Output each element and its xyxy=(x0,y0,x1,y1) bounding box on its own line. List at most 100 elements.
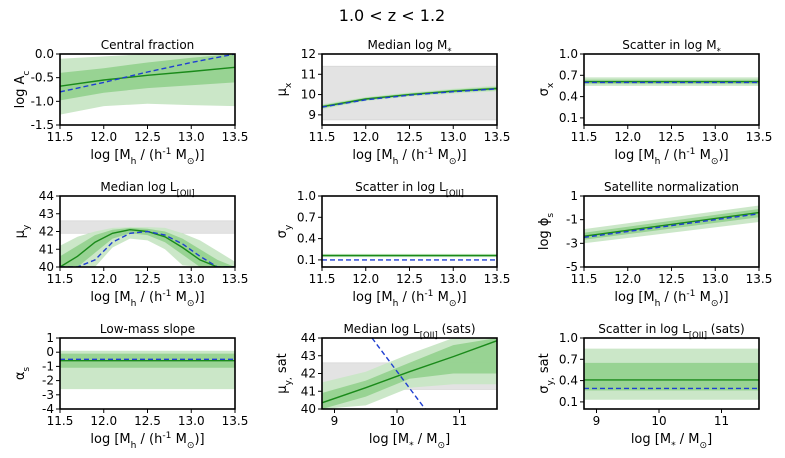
low-mass-slope-ylabel: αs xyxy=(13,367,32,381)
scatter-logmstar-xtick-label: 12.0 xyxy=(614,130,641,144)
median-logloii-sats-xtick-label: 9 xyxy=(331,414,339,428)
scatter-logloii-xlabel: log [Mh / (h-1 M⊙)] xyxy=(352,289,466,309)
panel-satellite-normalization: 11.5 12.0 12.5 13.0 13.5 1 -1 -3 -5 Satellite nor… xyxy=(537,180,772,309)
median-logloii-sats-xlabel: log [M* / M⊙] xyxy=(369,432,450,451)
scatter-logloii-ytick-label: 1.0 xyxy=(297,189,316,203)
satellite-normalization-xlabel: log [Mh / (h-1 M⊙)] xyxy=(614,289,728,309)
median-logloii-sats-ylabel: μy, sat xyxy=(275,353,294,394)
panel-median-logmstar: 11.5 12.0 12.5 13.0 13.5 12 11 10 9 Median log M*… xyxy=(275,38,510,167)
scatter-logmstar-xtick-label: 11.5 xyxy=(571,130,598,144)
scatter-logloii-xtick-label: 13.0 xyxy=(440,272,467,286)
panel-central-fraction: 11.5 12.0 12.5 13.0 13.5 0.0 -0.5 -1.0 -1.5 Centr… xyxy=(13,38,248,167)
scatter-logmstar-ytick-label: 0.7 xyxy=(559,68,578,82)
median-logloii-xtick-label: 11.5 xyxy=(47,272,74,286)
panel-median-logloii-sats: 9 10 11 44 43 42 41 40 Median log L[OII] (sats) l… xyxy=(275,322,498,451)
scatter-logloii-sats-inner-band xyxy=(584,362,759,391)
low-mass-slope-xtick-label: 12.0 xyxy=(90,414,117,428)
median-logloii-xtick-label: 12.0 xyxy=(90,272,117,286)
median-logloii-sats-ytick-label: 41 xyxy=(301,384,316,398)
scatter-logmstar-xtick-label: 12.5 xyxy=(658,130,685,144)
median-logmstar-xtick-label: 13.5 xyxy=(484,130,511,144)
satellite-normalization-ytick-label: -1 xyxy=(566,213,578,227)
scatter-logmstar-ytick-label: 1.0 xyxy=(559,47,578,61)
median-logmstar-title: Median log M* xyxy=(367,38,451,56)
median-logmstar-ytick-label: 9 xyxy=(308,108,316,122)
median-logloii-sats-ytick-label: 43 xyxy=(301,349,316,363)
median-logmstar-ylabel: μx xyxy=(275,82,294,96)
scatter-logloii-xtick-label: 12.5 xyxy=(396,272,423,286)
panel-low-mass-slope: 11.5 12.0 12.5 13.0 13.5 10-1-2-3-4 Low-mass s… xyxy=(13,322,248,451)
central-fraction-xtick-label: 13.5 xyxy=(222,130,249,144)
central-fraction-ytick-label: -1.0 xyxy=(31,94,54,108)
median-logmstar-ytick-label: 12 xyxy=(301,47,316,61)
panel-median-logloii: 11.5 12.0 12.5 13.0 13.5 44 43 42 41 40 Median log… xyxy=(13,180,248,309)
scatter-logmstar-title: Scatter in log M* xyxy=(622,38,721,56)
satellite-normalization-xtick-label: 13.0 xyxy=(702,272,729,286)
scatter-logloii-xtick-label: 12.0 xyxy=(352,272,379,286)
satellite-normalization-xtick-label: 13.5 xyxy=(746,272,773,286)
median-logloii-sats-ytick-label: 44 xyxy=(301,331,316,345)
central-fraction-ylabel: log Ac xyxy=(13,71,32,109)
central-fraction-ytick-label: -1.5 xyxy=(31,118,54,132)
scatter-logmstar-frame xyxy=(583,53,760,126)
satellite-normalization-xtick-label: 12.5 xyxy=(658,272,685,286)
scatter-logloii-ytick-label: 0.1 xyxy=(297,253,316,267)
scatter-logloii-title: Scatter in log L[OII] xyxy=(355,180,464,198)
median-logmstar-xtick-label: 12.5 xyxy=(396,130,423,144)
low-mass-slope-ytick-label: -2 xyxy=(42,374,54,388)
low-mass-slope-xtick-label: 11.5 xyxy=(47,414,74,428)
low-mass-slope-xlabel: log [Mh / (h-1 M⊙)] xyxy=(90,431,204,451)
median-logloii-truth-line xyxy=(60,230,235,267)
low-mass-slope-title: Low-mass slope xyxy=(100,322,195,336)
central-fraction-truth-line xyxy=(60,54,235,93)
median-logmstar-xlabel: log [Mh / (h-1 M⊙)] xyxy=(352,147,466,167)
median-logloii-xtick-label: 13.0 xyxy=(178,272,205,286)
median-logloii-xtick-label: 13.5 xyxy=(222,272,249,286)
scatter-logloii-sats-title: Scatter in log L[OII] (sats) xyxy=(598,322,744,340)
median-logloii-sats-ytick-label: 42 xyxy=(301,367,316,381)
low-mass-slope-xtick-label: 13.5 xyxy=(222,414,249,428)
central-fraction-xtick-label: 11.5 xyxy=(47,130,74,144)
central-fraction-xtick-label: 12.0 xyxy=(90,130,117,144)
scatter-logloii-ytick-label: 0.4 xyxy=(297,232,316,246)
scatter-logloii-sats-ylabel: σy, sat xyxy=(537,353,556,394)
scatter-logloii-sats-ytick-label: 0.1 xyxy=(559,395,578,409)
median-logloii-xlabel: log [Mh / (h-1 M⊙)] xyxy=(90,289,204,309)
scatter-logloii-sats-frame xyxy=(583,337,760,410)
satellite-normalization-ytick-label: 1 xyxy=(570,189,578,203)
median-logloii-sats-xtick-label: 10 xyxy=(389,414,404,428)
central-fraction-title: Central fraction xyxy=(101,38,195,52)
scatter-logloii-sats-xtick-label: 9 xyxy=(593,414,601,428)
low-mass-slope-ytick-label: 1 xyxy=(46,331,54,345)
central-fraction-ytick-label: -0.5 xyxy=(31,71,54,85)
central-fraction-xtick-label: 12.5 xyxy=(134,130,161,144)
low-mass-slope-xtick-label: 12.5 xyxy=(134,414,161,428)
scatter-logmstar-ylabel: σx xyxy=(537,82,556,96)
median-logloii-sats-median-line xyxy=(322,340,497,404)
satellite-normalization-ytick-label: -5 xyxy=(566,260,578,274)
low-mass-slope-ytick-label: 0 xyxy=(46,345,54,359)
median-logmstar-ytick-label: 10 xyxy=(301,88,316,102)
figure-suptitle: 1.0 < z < 1.2 xyxy=(339,6,445,25)
median-logloii-ytick-label: 40 xyxy=(39,260,54,274)
median-logloii-title: Median log L[OII] xyxy=(100,180,194,198)
median-logmstar-ytick-label: 11 xyxy=(301,67,316,81)
central-fraction-xlabel: log [Mh / (h-1 M⊙)] xyxy=(90,147,204,167)
scatter-logloii-sats-xtick-label: 10 xyxy=(651,414,666,428)
low-mass-slope-ytick-label: -3 xyxy=(42,388,54,402)
median-logmstar-xtick-label: 11.5 xyxy=(309,130,336,144)
scatter-logmstar-xtick-label: 13.5 xyxy=(746,130,773,144)
median-logloii-xtick-label: 12.5 xyxy=(134,272,161,286)
satellite-normalization-ylabel: log ϕs xyxy=(537,213,556,251)
scatter-logloii-sats-ytick-label: 1.0 xyxy=(559,331,578,345)
satellite-normalization-title: Satellite normalization xyxy=(604,180,739,194)
median-logloii-ytick-label: 44 xyxy=(39,189,54,203)
median-logmstar-xtick-label: 12.0 xyxy=(352,130,379,144)
median-logloii-ytick-label: 43 xyxy=(39,207,54,221)
median-logloii-sats-ytick-label: 40 xyxy=(301,402,316,416)
scatter-logmstar-xtick-label: 13.0 xyxy=(702,130,729,144)
panel-scatter-logloii: 11.5 12.0 12.5 13.0 13.5 1.0 0.7 0.4 0.1 Scatter … xyxy=(275,180,510,309)
satellite-normalization-truth-line xyxy=(584,213,759,239)
median-logloii-ytick-label: 41 xyxy=(39,242,54,256)
